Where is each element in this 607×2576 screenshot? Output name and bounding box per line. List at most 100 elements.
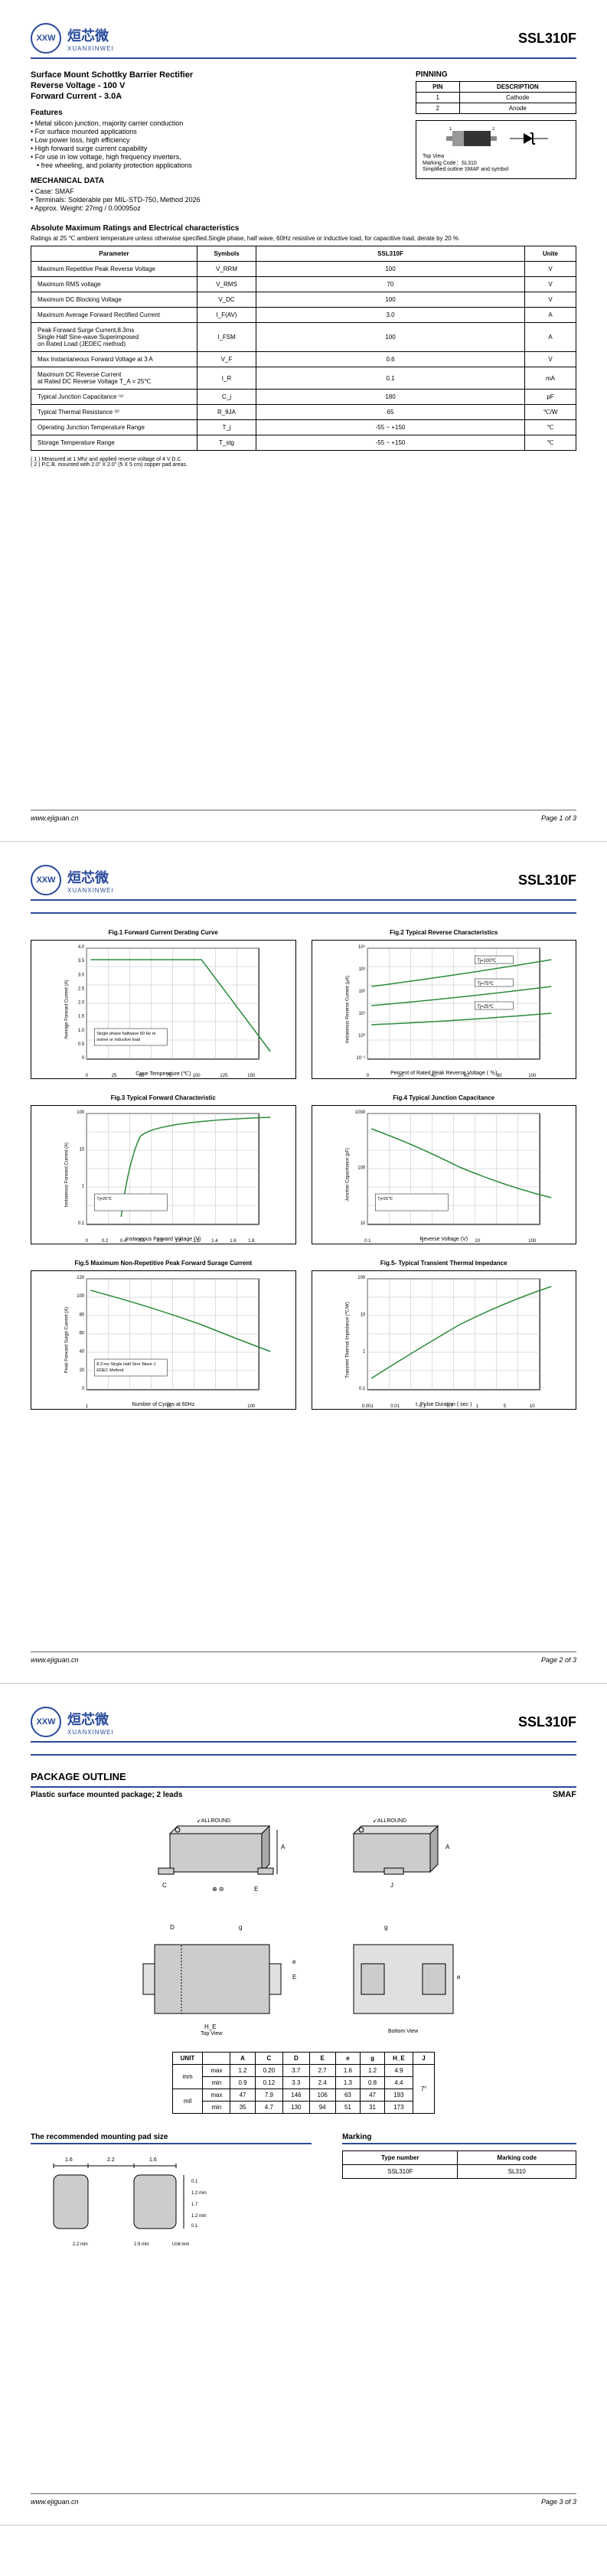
dim-cell: 47 (230, 2089, 255, 2102)
svg-text:g: g (239, 1924, 242, 1931)
logo-en: XUANXINWEI (67, 45, 114, 52)
ratings-param: Maximum DC Reverse Current at Rated DC R… (31, 367, 197, 390)
footer-url: www.ejiguan.cn (31, 2498, 79, 2506)
svg-text:1.4: 1.4 (211, 1239, 218, 1244)
svg-text:0: 0 (86, 1239, 89, 1244)
chart-title: Fig.4 Typical Junction Capacitance (312, 1094, 577, 1101)
dim-cell: 63 (335, 2089, 360, 2102)
chart-title: Fig.3 Typical Forward Characteristic (31, 1094, 296, 1101)
ratings-param: Operating Junction Temperature Range (31, 420, 197, 435)
svg-text:E: E (254, 1886, 258, 1893)
part-number: SSL310F (518, 1714, 576, 1730)
svg-text:Top View: Top View (201, 2031, 223, 2036)
feature-item: free wheeling, and polarity protection a… (31, 161, 416, 169)
ratings-table: Parameter Symbols SSL310F Unite Maximum … (31, 246, 576, 451)
ratings-head: Unite (525, 246, 576, 262)
svg-text:0: 0 (82, 1056, 85, 1061)
svg-text:Junction Capacitance (pF): Junction Capacitance (pF) (345, 1148, 350, 1202)
ratings-param: Typical Junction Capacitance ⁽¹⁾ (31, 390, 197, 405)
svg-text:1.6: 1.6 (149, 2157, 157, 2163)
svg-text:1.2 min: 1.2 min (191, 2191, 207, 2196)
ratings-value: 3.0 (256, 308, 525, 323)
ratings-param: Maximum RMS voltage (31, 277, 197, 292)
ratings-param: Typical Thermal Resistance ⁽²⁾ (31, 405, 197, 420)
page-2: XXW 烜芯微 XUANXINWEI SSL310F Fig.1 Forward… (0, 842, 607, 1684)
ratings-head: Parameter (31, 246, 197, 262)
marking-cell: SL310 (458, 2165, 576, 2179)
header: XXW 烜芯微 XUANXINWEI SSL310F (31, 865, 576, 901)
features-heading: Features (31, 109, 416, 117)
ratings-value: 0.1 (256, 367, 525, 390)
svg-text:10: 10 (475, 1239, 480, 1244)
dim-cell: 35 (230, 2102, 255, 2114)
svg-text:Transient Thermal Impedance (℃: Transient Thermal Impedance (℃/W) (345, 1302, 350, 1378)
pinning-heading: PINNING (416, 70, 576, 79)
ratings-symbol: R_θJA (197, 405, 256, 420)
logo-cn: 烜芯微 (67, 1709, 114, 1729)
part-number: SSL310F (518, 872, 576, 889)
feature-item: High forward surge current capability (31, 145, 416, 152)
header: XXW 烜芯微 XUANXINWEI SSL310F (31, 1707, 576, 1743)
svg-text:80: 80 (496, 1074, 501, 1078)
svg-text:1.6: 1.6 (230, 1239, 237, 1244)
svg-text:100: 100 (357, 1166, 366, 1171)
svg-text:0: 0 (86, 1074, 89, 1078)
svg-text:100: 100 (247, 1404, 256, 1409)
svg-text:2.9 min: 2.9 min (134, 2242, 149, 2247)
chart-title: Fig.5- Typical Transient Thermal Impedan… (312, 1260, 577, 1267)
chart-xlabel: Percent of Rated Peak Reverse Voltage ( … (390, 1069, 497, 1077)
ratings-symbol: T_j (197, 420, 256, 435)
svg-text:100: 100 (193, 1074, 201, 1078)
dim-cell: 193 (385, 2089, 413, 2102)
mech-item: • Case: SMAF (31, 187, 416, 195)
ratings-head: Symbols (197, 246, 256, 262)
svg-text:40: 40 (80, 1350, 85, 1355)
ratings-unit: ℃/W (525, 405, 576, 420)
svg-text:100: 100 (528, 1239, 537, 1244)
svg-text:e: e (292, 1958, 296, 1965)
svg-text:Instaneous Reverse Current (μA: Instaneous Reverse Current (μA) (345, 976, 350, 1043)
svg-text:C: C (162, 1882, 167, 1889)
svg-text:10²: 10² (358, 990, 365, 994)
charts-grid: Fig.1 Forward Current Derating Curve 025… (31, 929, 576, 1410)
footer: www.ejiguan.cn Page 3 of 3 (31, 2493, 576, 2506)
svg-text:1: 1 (362, 1350, 365, 1355)
pinning-cell: 1 (416, 93, 460, 103)
svg-text:↙ALLROUND: ↙ALLROUND (373, 1818, 406, 1824)
dim-cell: 146 (283, 2089, 309, 2102)
chip-icon: 1 2 (445, 127, 498, 150)
dim-cell: 1.6 (335, 2065, 360, 2077)
svg-text:1.6: 1.6 (65, 2157, 73, 2163)
svg-text:100: 100 (528, 1074, 537, 1078)
svg-text:g: g (384, 1924, 387, 1931)
svg-text:sistive or inductive load: sistive or inductive load (96, 1038, 140, 1042)
dim-head: g (361, 2053, 385, 2065)
chart-area: 0.0010.010.10.715100.1110100 Transient T… (312, 1270, 577, 1410)
topview-note: Simplified outline SMAF and symbol (423, 167, 569, 172)
chart-xlabel: t, Pulse Duration ( sec ) (416, 1402, 472, 1407)
ratings-unit: V (525, 292, 576, 308)
dim-cell: 3.3 (283, 2077, 309, 2089)
svg-text:20: 20 (80, 1368, 85, 1373)
pinning-table: PINDESCRIPTION 1Cathode 2Anode (416, 81, 576, 114)
pkg-subtitle: Plastic surface mounted package; 2 leads (31, 1791, 182, 1799)
ratings-value: 180 (256, 390, 525, 405)
svg-text:Bottom View: Bottom View (388, 2029, 419, 2034)
chart-area: 00.20.40.60.81.01.21.41.61.80.1110100Tj=… (31, 1105, 296, 1244)
ratings-symbol: V_DC (197, 292, 256, 308)
svg-text:E: E (292, 1974, 296, 1981)
svg-text:2: 2 (492, 127, 495, 132)
dim-cell: 0.12 (255, 2077, 283, 2089)
ratings-value: -55 ~ +150 (256, 435, 525, 451)
svg-text:J: J (390, 1882, 393, 1889)
logo: XXW 烜芯微 XUANXINWEI (31, 23, 114, 54)
dim-head: H_E (385, 2053, 413, 2065)
dim-cell: 173 (385, 2102, 413, 2114)
footer-page: Page 3 of 3 (541, 2498, 576, 2506)
svg-text:10: 10 (529, 1404, 534, 1409)
chart-xlabel: Case Temperature (℃) (135, 1071, 191, 1077)
chart-xlabel: Instaneous Forward Voltage (V) (126, 1237, 201, 1242)
svg-text:0.1: 0.1 (191, 2224, 198, 2229)
diode-symbol-icon (510, 127, 548, 150)
dim-cell: 0.20 (255, 2065, 283, 2077)
